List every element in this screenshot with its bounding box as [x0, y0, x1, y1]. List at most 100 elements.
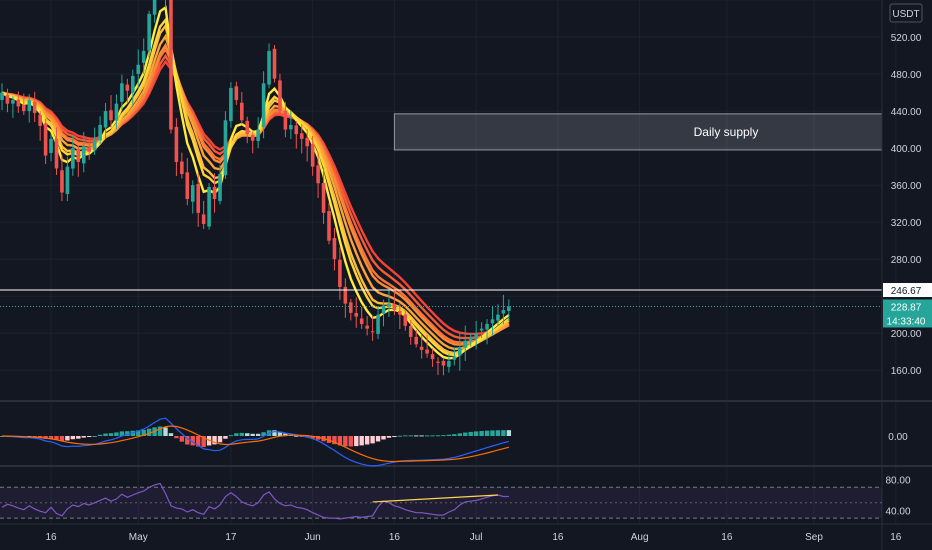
- candle-body: [419, 346, 424, 350]
- rsi-axis-label: 40.00: [885, 506, 910, 517]
- candle-body: [289, 124, 293, 130]
- candle-body: [92, 138, 97, 151]
- macd-histogram-bar: [37, 436, 43, 438]
- macd-histogram-bar: [386, 436, 392, 438]
- currency-label: USDT: [892, 9, 919, 20]
- macd-histogram-bar: [59, 436, 65, 441]
- candle-body: [87, 147, 91, 152]
- candle-body: [190, 185, 195, 202]
- candle-body: [114, 103, 119, 121]
- macd-histogram-bar: [43, 436, 48, 439]
- candle-body: [54, 138, 59, 169]
- candle-body: [403, 314, 408, 326]
- candle-body: [136, 64, 141, 74]
- price-axis-label: 280.00: [891, 255, 922, 266]
- macd-histogram-bar: [457, 433, 462, 436]
- macd-histogram-bar: [310, 436, 315, 439]
- rsi-line: [1, 482, 509, 520]
- macd-histogram-bar: [48, 436, 54, 439]
- candle-body: [234, 86, 239, 100]
- candle-body: [392, 304, 397, 311]
- macd-histogram-bar: [157, 426, 163, 436]
- macd-histogram-bar: [408, 435, 413, 437]
- candle-body: [131, 75, 135, 93]
- candle-body: [501, 310, 506, 314]
- candle-body: [436, 361, 440, 363]
- macd-histogram-bar: [76, 436, 81, 439]
- candle-body: [38, 114, 42, 126]
- macd-histogram-bar: [212, 436, 217, 445]
- time-axis-label: 16: [890, 532, 902, 543]
- candle-body: [81, 146, 86, 164]
- candle-body: [272, 48, 277, 79]
- macd-histogram-bar: [370, 436, 375, 444]
- candle-body: [267, 50, 271, 85]
- candle-body: [321, 183, 326, 213]
- currency-badge[interactable]: USDT: [889, 3, 923, 23]
- time-axis-label: 16: [552, 532, 564, 543]
- supply-zone[interactable]: Daily supply: [393, 113, 883, 151]
- macd-histogram-bar: [223, 436, 228, 439]
- macd-histogram-bar: [381, 436, 386, 440]
- candle-body: [223, 120, 228, 176]
- candle-body: [120, 83, 124, 102]
- macd-histogram-bar: [196, 436, 201, 447]
- candle-body: [76, 148, 81, 162]
- candle-body: [447, 360, 451, 367]
- candle-body: [65, 166, 70, 195]
- price-axis-label: 480.00: [891, 70, 922, 81]
- ribbon-line: [1, 5, 510, 360]
- macd-histogram-bar: [473, 431, 479, 436]
- macd-histogram-bar: [315, 436, 321, 440]
- candle-body: [71, 148, 75, 169]
- candle-body: [365, 325, 369, 329]
- time-axis-label: 16: [721, 532, 733, 543]
- time-axis[interactable]: 16May17Jun16Jul16Aug16Sep16Oct16Nov: [45, 532, 932, 543]
- candle-body: [458, 347, 462, 356]
- candle-body: [496, 314, 500, 321]
- price-axis-label: 400.00: [891, 144, 922, 155]
- time-axis-label: Aug: [631, 532, 649, 543]
- macd-histogram-bar: [217, 436, 223, 443]
- macd-histogram-bar: [375, 436, 381, 442]
- macd-histogram-bar: [255, 433, 261, 436]
- time-axis-label: 16: [45, 532, 57, 543]
- candle-body: [349, 302, 353, 313]
- macd-histogram-bar: [435, 435, 441, 437]
- price-axis-label: 360.00: [891, 181, 922, 192]
- candle-body: [327, 211, 331, 241]
- price-line-label: 246.67: [891, 286, 922, 297]
- price-axis[interactable]: 160.00 200.00 280.00 320.00 360.00 400.00 440.…: [891, 33, 922, 377]
- candle-body: [468, 336, 473, 342]
- candle-body: [11, 99, 15, 104]
- macd-histogram-bar: [136, 430, 141, 436]
- macd-histogram-bar: [495, 430, 501, 436]
- candle-body: [507, 306, 511, 311]
- macd-histogram-bar: [479, 430, 484, 436]
- macd-histogram-bar: [250, 433, 255, 436]
- candle-body: [316, 165, 320, 184]
- supply-zone-rect[interactable]: [393, 113, 883, 151]
- candle-body: [185, 172, 190, 199]
- candle-body: [452, 356, 457, 360]
- macd-histogram-bar: [234, 433, 239, 436]
- candle-body: [256, 129, 260, 141]
- candle-body: [278, 80, 282, 112]
- macd-histogram-bar: [364, 436, 370, 445]
- candle-body: [180, 161, 184, 175]
- ribbon-line: [1, 17, 510, 357]
- macd-histogram-bar: [294, 435, 299, 437]
- candle-body: [359, 318, 364, 324]
- time-axis-label: Sep: [805, 532, 823, 543]
- candle-body: [441, 360, 446, 366]
- macd-histogram-bar: [228, 435, 234, 437]
- macd-histogram-bar: [245, 433, 250, 436]
- price-axis-label: 160.00: [891, 366, 922, 377]
- macd-histogram-bar: [141, 429, 146, 436]
- macd-histogram-bar: [348, 436, 353, 447]
- candle-body: [425, 349, 429, 354]
- macd-histogram-bar: [92, 435, 97, 437]
- price-line-tag: 246.67: [883, 283, 932, 298]
- candle-body: [196, 184, 200, 213]
